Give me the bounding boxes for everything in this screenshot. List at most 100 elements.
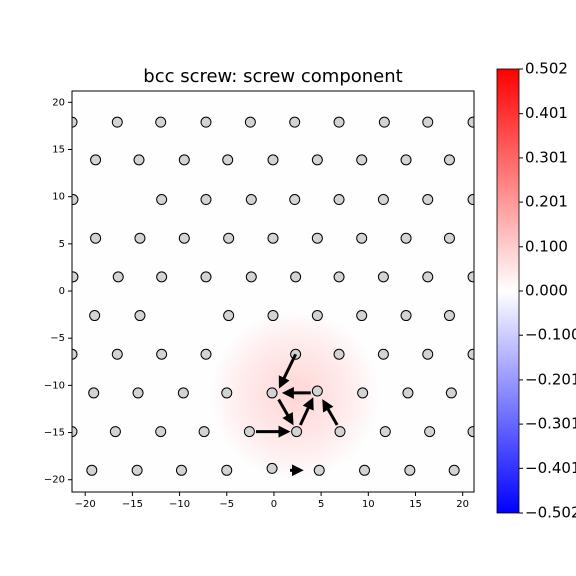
x-tick-label: 5 [318, 499, 324, 510]
atom [112, 271, 124, 283]
colorbar [496, 68, 520, 514]
atom [134, 310, 146, 322]
atom [200, 116, 212, 128]
atom [400, 154, 412, 166]
atom [245, 194, 257, 206]
atom [223, 310, 235, 322]
atom [402, 387, 414, 399]
atom [356, 232, 368, 244]
displacement-arrow [299, 397, 314, 426]
x-tick-label: −20 [75, 499, 96, 510]
atom [177, 387, 189, 399]
atom [289, 116, 301, 128]
atom [200, 348, 212, 360]
colorbar-tick-label: −0.100 [525, 326, 576, 344]
atom [109, 426, 121, 438]
colorbar-tick-label: 0.502 [525, 60, 568, 78]
displacement-arrow [322, 399, 339, 426]
y-tick-label: 0 [59, 286, 65, 297]
atom [178, 232, 190, 244]
y-tick-label: 5 [59, 239, 65, 250]
x-tick-label: −15 [122, 499, 143, 510]
atom [72, 271, 79, 283]
x-tick-label: −5 [219, 499, 234, 510]
atom [467, 271, 474, 283]
atom [156, 194, 168, 206]
x-tick-label: 20 [456, 499, 469, 510]
colorbar-tick-label: 0.401 [525, 104, 568, 122]
atom [289, 194, 301, 206]
y-tick-label: −10 [44, 380, 65, 391]
atom [198, 426, 210, 438]
y-tick-label: −5 [50, 333, 65, 344]
atom [445, 387, 457, 399]
x-tick-label: 0 [271, 499, 277, 510]
colorbar-tick-label: −0.301 [525, 415, 576, 433]
atom [243, 426, 255, 438]
atom [333, 116, 345, 128]
atom [422, 271, 434, 283]
atom [356, 310, 368, 322]
atom [443, 310, 455, 322]
atom [291, 426, 303, 438]
atom [72, 194, 79, 206]
atom [311, 154, 323, 166]
atom [359, 464, 371, 476]
atom [290, 271, 302, 283]
atom [377, 271, 389, 283]
atom [131, 464, 143, 476]
atom [448, 464, 460, 476]
atom [311, 385, 323, 397]
atom [200, 194, 212, 206]
atom [334, 426, 346, 438]
atom [88, 387, 100, 399]
atom [267, 154, 279, 166]
atom [467, 348, 474, 360]
atom [467, 194, 474, 206]
atom [134, 232, 146, 244]
atom [404, 464, 416, 476]
y-tick-label: 10 [52, 192, 65, 203]
atom [72, 426, 78, 438]
atom [86, 464, 98, 476]
chart-title: bcc screw: screw component [143, 66, 402, 87]
colorbar-tick-label: −0.502 [525, 504, 576, 522]
atom [90, 232, 102, 244]
colorbar-tick-label: 0.000 [525, 282, 568, 300]
atom [267, 232, 279, 244]
atom [132, 387, 144, 399]
atom [155, 116, 167, 128]
x-tick-label: −10 [169, 499, 190, 510]
atom [422, 116, 434, 128]
atom [266, 387, 278, 399]
atom [175, 464, 187, 476]
atom [266, 462, 278, 474]
y-tick-label: 20 [52, 97, 65, 108]
colorbar-tick-label: 0.100 [525, 237, 568, 255]
atom [467, 116, 474, 128]
atom [72, 348, 78, 360]
atom [311, 310, 323, 322]
atom [72, 116, 78, 128]
atom [443, 154, 455, 166]
atom [379, 426, 391, 438]
atom [333, 194, 345, 206]
atom [221, 387, 233, 399]
atom [400, 310, 412, 322]
atom [333, 271, 345, 283]
x-tick-label: 15 [409, 499, 422, 510]
atom [424, 426, 436, 438]
colorbar-tick-label: −0.201 [525, 370, 576, 388]
atom [223, 232, 235, 244]
atom [155, 426, 167, 438]
atom [244, 116, 256, 128]
atom [245, 271, 257, 283]
atom [377, 348, 389, 360]
atom [357, 387, 369, 399]
y-tick-label: 15 [52, 144, 65, 155]
atom [333, 348, 345, 360]
plot-area [72, 116, 474, 477]
atom [422, 348, 434, 360]
atom [221, 464, 233, 476]
